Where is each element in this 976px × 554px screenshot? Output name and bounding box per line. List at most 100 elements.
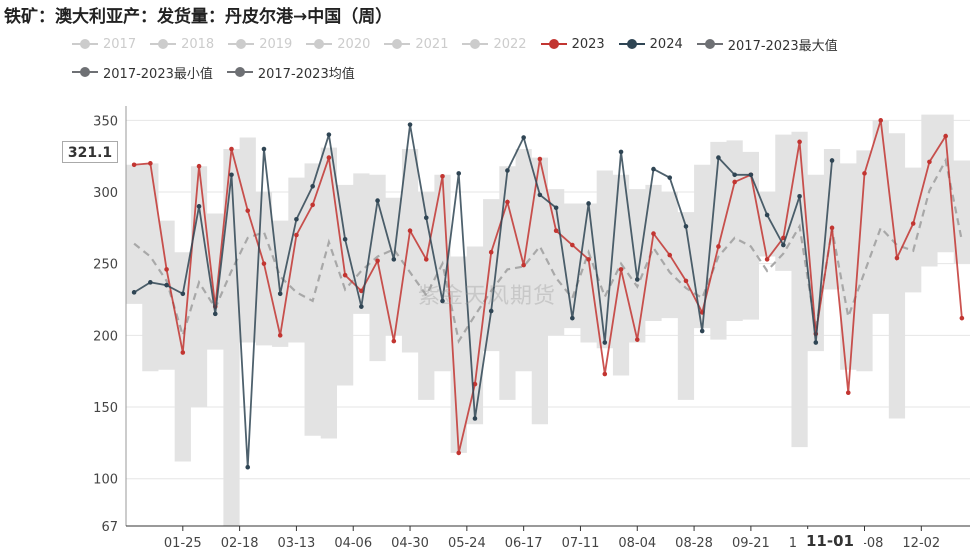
series-2024-point [472,416,478,421]
y-tick-label: 150 [93,401,118,416]
x-tick-label: 08-28 [675,536,713,551]
series-2023-point [845,390,851,395]
legend-label: 2024 [649,36,683,52]
series-2023-point [602,371,608,377]
y-tick-label: 300 [93,186,118,201]
series-2023-point [342,272,348,278]
x-tick-label: 09-21 [732,536,770,551]
legend-swatch [462,39,489,49]
series-2024-point [699,328,705,334]
y-tick-label: 67 [101,520,118,535]
x-tick-label: 07-11 [562,536,600,551]
series-2024-point [716,155,721,160]
legend-item[interactable]: 2018 [150,34,214,54]
series-2024-point [618,149,624,155]
series-2023-line [134,120,963,454]
series-2024-point [748,172,754,178]
x-tick-label: 12-02 [902,536,940,551]
series-2023-point [862,171,867,176]
series-2023-point [910,221,916,226]
legend-item[interactable]: 2017-2023均值 [226,62,355,82]
series-2024-point [310,183,315,189]
series-2023-point [618,267,624,272]
series-2023-point [456,450,462,456]
series-2024-point [732,172,737,178]
series-2023-point [505,199,510,205]
series-2024-point [521,135,526,140]
legend-item[interactable]: 2017-2023最小值 [72,62,213,82]
series-2023-point [959,315,965,321]
series-2023-point [261,261,267,266]
cursor-y-readout: 321.1 [62,141,118,163]
series-2023-point [391,338,397,344]
legend-item[interactable]: 2023 [540,34,605,54]
legend-swatch [150,39,177,49]
series-2024-point [651,166,656,172]
series-2024-point [277,291,283,297]
x-tick-label: 05-24 [448,536,486,551]
series-2024-point [764,212,770,218]
series-2024-point [586,201,591,206]
series-2023-point [488,249,494,255]
series-2023-point [326,155,332,160]
series-2024-point [212,311,218,317]
min-max-band [126,114,970,527]
legend-label: 2018 [181,36,215,52]
legend-swatch [226,67,253,77]
series-2024-point [294,216,299,222]
legend-label: 2019 [259,36,293,52]
series-2024-point [245,464,251,470]
y-tick-label: 350 [93,114,118,129]
series-2023-point [164,267,169,272]
legend-item[interactable]: 2017-2023最大值 [696,34,838,54]
legend-item[interactable]: 2020 [306,34,370,54]
series-2024-point [326,132,332,137]
chart-title: 铁矿：澳大利亚产：发货量：丹皮尔港→中国（周） [4,7,393,27]
legend-label: 2022 [493,36,527,52]
series-2023-point [294,232,299,238]
y-tick-label: 100 [93,473,118,488]
series-2023-point [521,262,526,268]
series-2024-line [133,124,833,468]
legend-label: 2017 [103,36,137,52]
series-2023-point [943,133,948,139]
series-2023-point [716,244,721,249]
x-tick-label: 02-18 [221,536,259,551]
series-2023-point [927,159,932,165]
legend-swatch [618,39,645,49]
series-2023-point [894,255,900,261]
series-2023-point [310,202,315,208]
series-2024-point [488,308,494,314]
x-tick-label: 01-25 [164,536,202,551]
legend-item[interactable]: 2019 [228,34,292,54]
legend-label: 2017-2023均值 [257,66,355,82]
series-2023-point [651,231,656,236]
series-2024-point [829,158,835,163]
legend-item[interactable]: 2021 [384,34,448,54]
series-2024-point [634,277,640,282]
series-2024-point [537,192,543,198]
series-2023-point [245,208,251,213]
series-2023-point [829,225,835,231]
series-2024-point [407,122,413,127]
x-tick-label: 04-30 [391,536,429,551]
series-2024-point [505,168,510,173]
watermark: 紫金天风期货 [418,284,557,309]
series-2024-point [683,224,689,229]
legend-item[interactable]: 2024 [618,34,683,54]
series-2024-point [456,171,462,176]
series-2023-point [667,252,673,258]
legend-item[interactable]: 2022 [462,34,527,54]
x-tick-label: 08-04 [618,536,656,551]
legend-item[interactable]: 2017 [72,34,136,54]
cursor-x-readout: 11-01 [796,529,864,553]
series-2024-point [553,205,559,211]
legend: 2017 2018 2019 2020 2021 2022 2023 2024 2017-202… [72,34,952,82]
series-2024-point [131,290,137,295]
series-2023-point [180,350,186,355]
legend-swatch [540,39,567,49]
series-2023-point [131,162,137,168]
legend-label: 2020 [337,36,371,52]
series-2023-point [359,288,364,294]
